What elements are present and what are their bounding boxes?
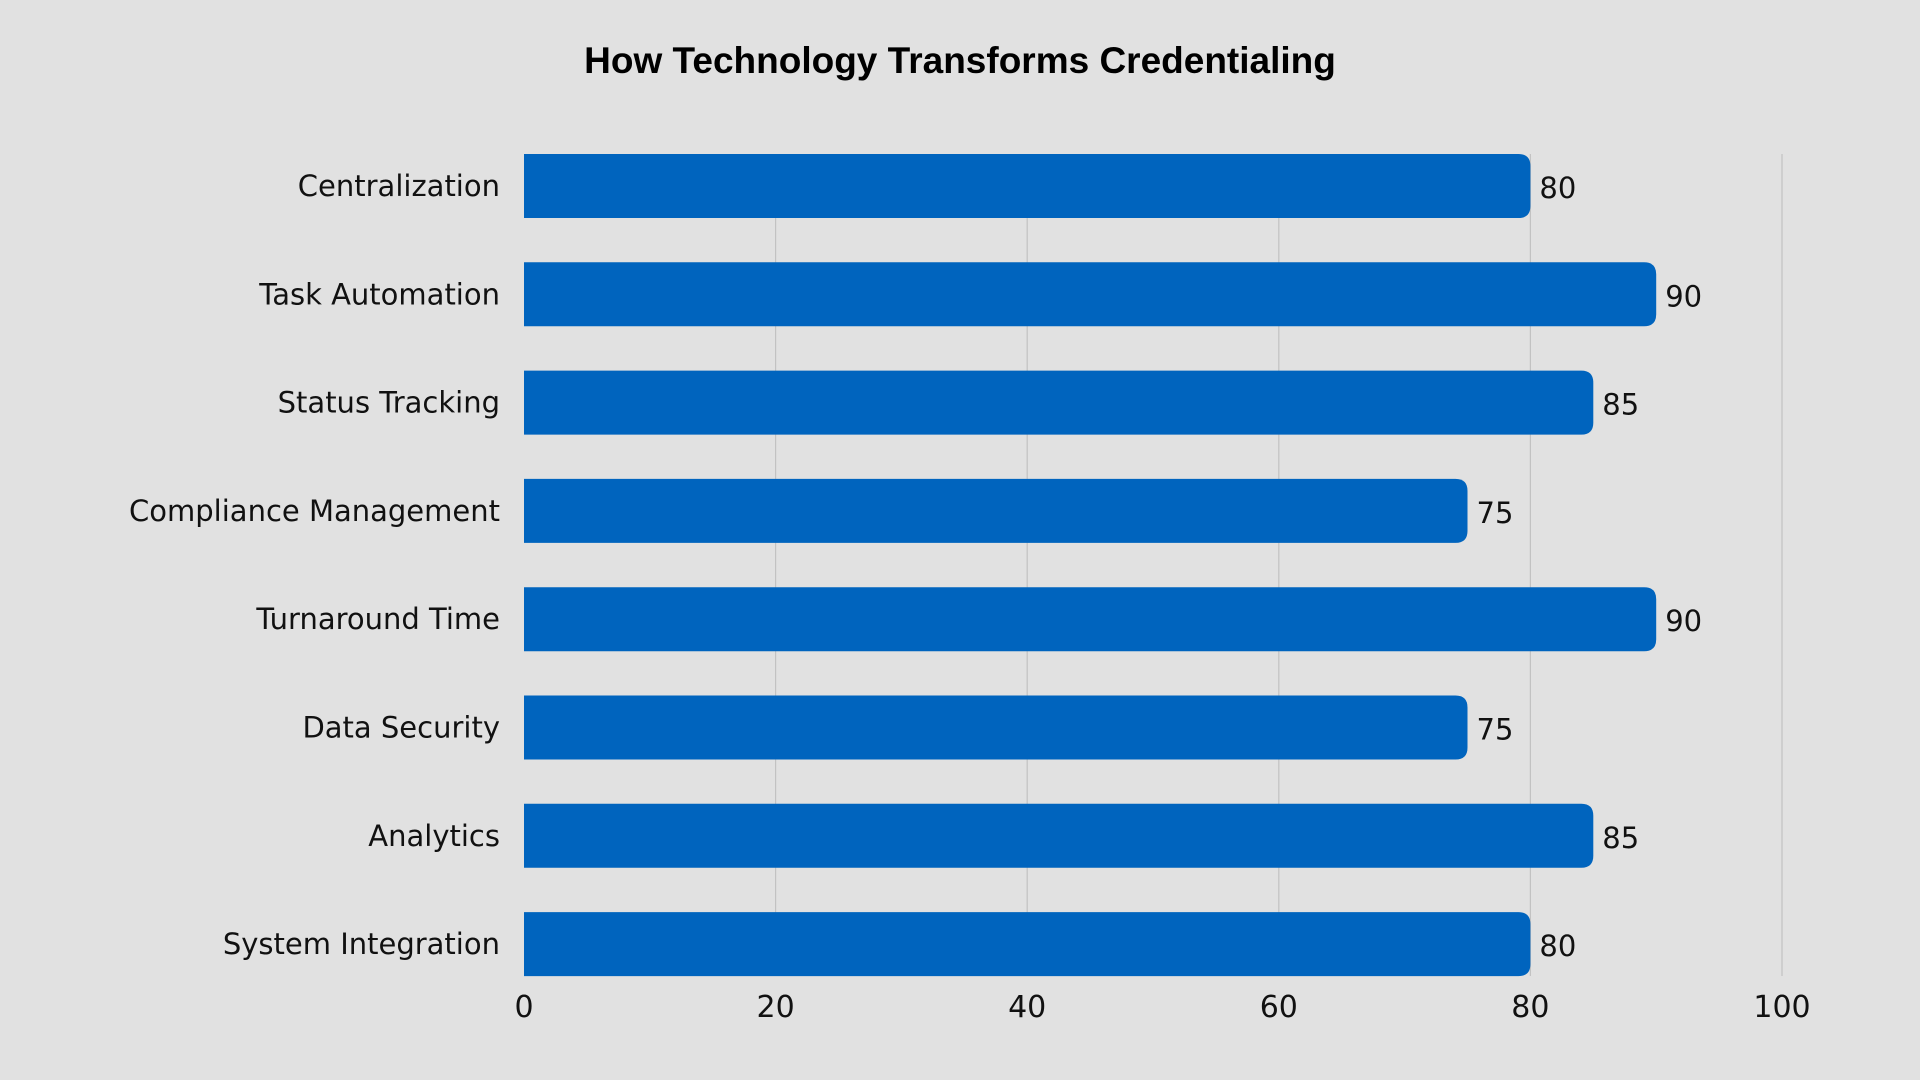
chart-title: How Technology Transforms Credentialing	[584, 40, 1336, 81]
x-tick-label: 80	[1511, 990, 1549, 1025]
data-label: 85	[1602, 388, 1639, 422]
category-label: System Integration	[223, 927, 500, 961]
category-label: Centralization	[298, 169, 500, 203]
data-label: 80	[1539, 929, 1576, 963]
category-label: Task Automation	[258, 277, 500, 311]
category-label: Turnaround Time	[255, 602, 500, 636]
bar	[524, 370, 1594, 435]
bar	[524, 587, 1657, 652]
data-label: 75	[1477, 713, 1514, 747]
data-label: 90	[1665, 279, 1702, 313]
category-label: Analytics	[368, 819, 500, 853]
data-label: 80	[1539, 171, 1576, 205]
bar	[524, 262, 1657, 327]
data-label: 75	[1477, 496, 1514, 530]
data-label: 90	[1665, 604, 1702, 638]
category-label: Compliance Management	[129, 494, 500, 528]
category-label: Data Security	[302, 711, 500, 745]
bar	[524, 478, 1468, 543]
x-tick-label: 20	[757, 990, 795, 1025]
x-tick-label: 100	[1753, 990, 1810, 1025]
x-tick-label: 60	[1260, 990, 1298, 1025]
x-tick-label: 40	[1008, 990, 1046, 1025]
x-tick-label: 0	[514, 990, 533, 1025]
bar	[524, 154, 1531, 218]
bar	[524, 695, 1468, 760]
bar	[524, 803, 1594, 868]
category-label: Status Tracking	[278, 386, 500, 420]
bar	[524, 912, 1531, 977]
data-label: 85	[1602, 821, 1639, 855]
